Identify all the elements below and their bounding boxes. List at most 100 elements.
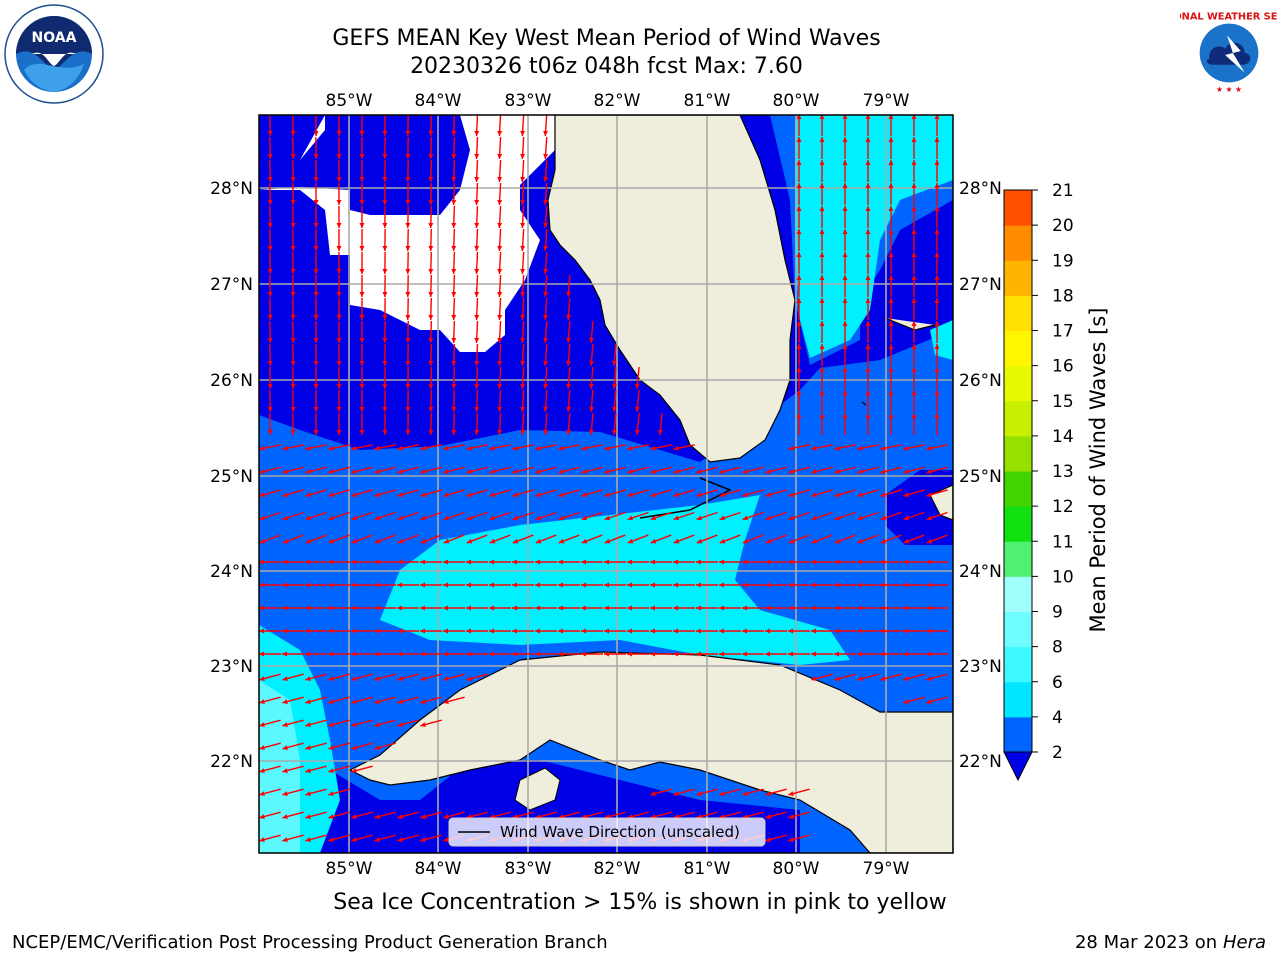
wave-direction-arrowhead [934,115,940,119]
wave-direction-arrowhead [474,337,480,343]
wave-direction-arrowhead [650,559,655,565]
wave-direction-arrowhead [788,628,793,634]
wave-direction-arrowhead [543,153,549,159]
wave-direction-arrowhead [359,360,365,366]
wave-direction-arrowhead [428,153,434,159]
wave-direction-arrowhead [819,137,825,142]
wave-direction-arrowhead [880,559,885,565]
wave-direction-arrowhead [405,245,411,251]
wave-direction-arrowhead [926,538,933,544]
wave-direction-arrowhead [865,229,871,234]
wave-direction-arrowhead [520,360,526,366]
wave-direction-arrowhead [566,406,572,412]
wave-direction-arrowhead [696,515,703,521]
wave-direction-arrowhead [451,268,457,274]
wave-direction-arrowhead [282,722,288,727]
wave-direction-arrowhead [374,492,380,498]
florida-landmass [547,115,796,463]
wave-direction-arrowhead [926,582,931,588]
wave-direction-arrowhead [834,469,840,474]
wave-direction-arrowhead [397,492,403,498]
wave-direction-arrowhead [351,469,357,474]
wave-direction-arrowhead [857,538,864,544]
wave-direction-arrowhead [489,628,494,634]
wave-direction-arrowhead [282,791,288,796]
wave-direction-arrowhead [903,628,908,634]
wave-direction-arrowhead [397,515,404,521]
wave-direction-arrowhead [796,413,802,418]
wave-direction-arrowhead [880,469,886,474]
bahamas-islands [861,317,953,521]
wave-direction-arrowhead [819,298,825,303]
machine-name: Hera [1222,932,1266,953]
wave-direction-arrowhead [742,791,748,796]
wave-direction-arrowhead [535,492,541,498]
wave-direction-arrowhead [259,538,266,544]
wave-direction-arrowhead [673,492,679,498]
wave-direction-arrowhead [834,582,839,588]
wave-direction-arrowhead [336,222,342,228]
wave-direction-arrowhead [650,538,657,544]
wave-direction-arrowhead [466,605,471,611]
cuba-landmass [348,651,953,853]
wave-direction-arrowhead [765,538,772,544]
wave-direction-arrowhead [911,321,917,326]
wave-direction-arrowhead [474,222,480,228]
wave-direction-arrowhead [290,199,296,205]
wave-direction-arrowhead [903,676,909,681]
wave-direction-arrowhead [819,413,825,418]
wave-direction-arrowhead [796,137,802,142]
wave-direction-arrowhead [811,559,816,565]
wave-direction-arrowhead [351,582,356,588]
wave-direction-arrowhead [589,360,594,366]
colorbar-tick-label: 8 [1052,638,1063,658]
wave-direction-arrowhead [474,360,480,366]
wave-direction-arrowhead [259,445,265,451]
wave-direction-arrowhead [604,651,609,657]
wave-direction-arrowhead [382,337,388,343]
wave-direction-arrowhead [911,344,917,349]
wave-direction-arrowhead [934,367,940,372]
wave-direction-arrowhead [696,651,701,657]
colorbar-segment [1004,646,1032,683]
wave-direction-arrowhead [474,268,480,274]
wave-direction-arrowhead [428,291,434,297]
wave-direction-arrowhead [543,176,549,182]
wave-direction-arrowhead [558,469,564,474]
wave-direction-arrowhead [290,406,296,412]
wave-direction-arrowhead [742,628,747,634]
wave-direction-arrowhead [282,515,289,521]
wave-direction-arrowhead [581,445,587,451]
wave-direction-arrowhead [474,406,480,412]
wave-direction-arrowhead [865,115,871,119]
wave-direction-arrowhead [834,538,841,544]
wave-direction-arrowhead [543,291,549,297]
wave-direction-arrowhead [796,229,802,234]
wave-direction-arrowhead [512,515,519,521]
wave-direction-arrowhead [267,176,273,182]
wave-direction-arrowhead [811,676,817,681]
svg-text:★ ★ ★: ★ ★ ★ [1216,85,1242,94]
wave-direction-arrowhead [788,605,793,611]
wave-direction-arrowhead [926,445,932,451]
wave-direction-arrowhead [420,651,425,657]
wave-direction-arrowhead [865,252,871,257]
wave-direction-arrowhead [451,314,457,320]
wave-direction-arrowhead [267,360,273,366]
wave-direction-arrowhead [535,605,540,611]
colorbar-under-triangle [1003,751,1033,782]
wave-direction-arrowhead [581,492,587,498]
wave-direction-arrowhead [911,137,917,142]
wave-direction-arrowhead [857,492,863,498]
wave-direction-arrowhead [796,390,802,395]
wave-direction-arrowhead [474,199,480,205]
colorbar-segment [1004,225,1032,261]
wave-direction-arrowhead [512,538,519,544]
wave-direction-arrowhead [282,676,288,681]
wave-direction-arrowhead [934,298,940,303]
wave-direction-arrowhead [934,275,940,280]
wave-direction-arrowhead [382,429,388,435]
wave-direction-arrowhead [443,559,448,565]
wave-direction-arrowhead [566,337,572,343]
wave-direction-arrowhead [489,492,495,498]
